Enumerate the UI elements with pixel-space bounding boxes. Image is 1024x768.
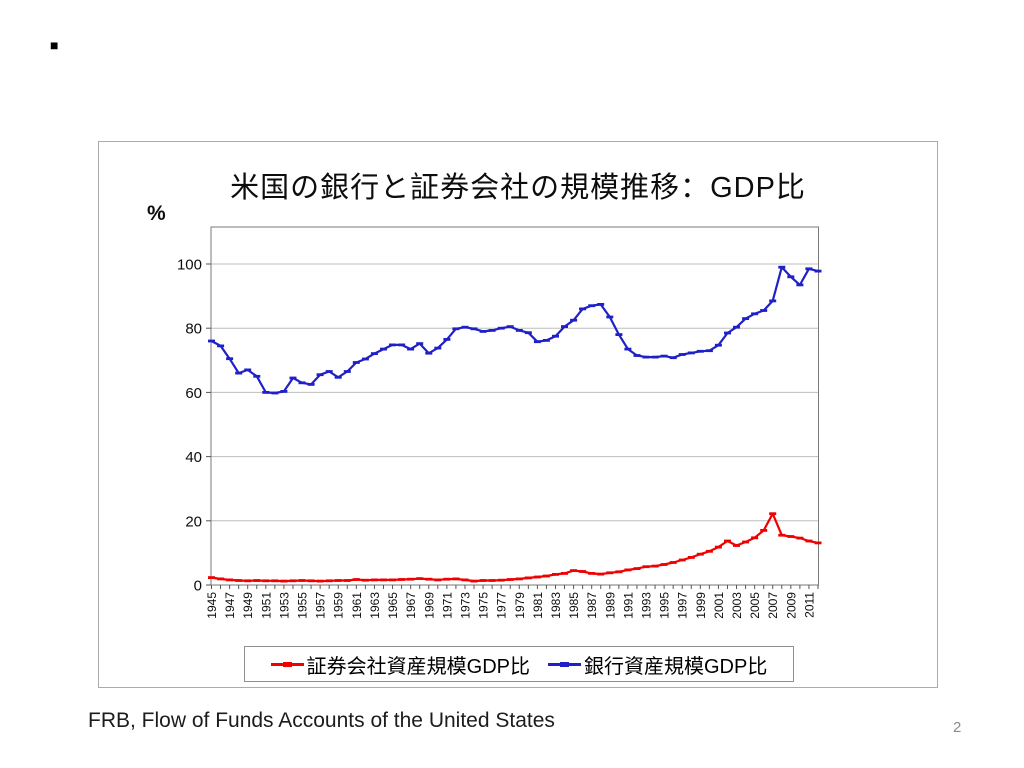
legend-line-sample-securities-icon — [270, 661, 304, 667]
svg-text:1963: 1963 — [368, 592, 382, 619]
chart-panel: 米国の銀行と証券会社の規模推移：GDP比 % 0 20 40 60 80 100 1945 1… — [98, 141, 938, 688]
svg-text:1961: 1961 — [350, 592, 364, 619]
legend-line-sample-banks-icon — [548, 661, 581, 667]
page-number: 2 — [953, 719, 962, 736]
svg-text:0: 0 — [194, 578, 202, 595]
chart-legend: 証券会社資産規模GDP比 銀行資産規模GDP比 — [244, 646, 794, 682]
svg-text:20: 20 — [185, 513, 202, 530]
svg-text:60: 60 — [185, 385, 202, 402]
svg-text:1967: 1967 — [404, 592, 418, 619]
legend-label-securities: 証券会社資産規模GDP比 — [306, 655, 530, 678]
svg-text:2001: 2001 — [712, 592, 726, 619]
svg-text:1987: 1987 — [585, 592, 599, 619]
svg-text:1997: 1997 — [676, 592, 690, 619]
y-axis-labels: 0 20 40 60 80 100 — [177, 257, 211, 595]
bullet-square-icon: ■ — [50, 37, 59, 53]
x-axis-ticks — [211, 585, 819, 589]
svg-text:1993: 1993 — [640, 592, 654, 619]
svg-text:1947: 1947 — [223, 592, 237, 619]
svg-text:100: 100 — [177, 257, 202, 274]
svg-text:1975: 1975 — [477, 592, 491, 619]
legend-item-securities: 証券会社資産規模GDP比 — [270, 650, 530, 679]
svg-text:1983: 1983 — [549, 592, 563, 619]
svg-text:1959: 1959 — [332, 592, 346, 619]
svg-text:1969: 1969 — [422, 592, 436, 619]
legend-label-banks: 銀行資産規模GDP比 — [584, 655, 768, 678]
svg-text:2009: 2009 — [784, 592, 798, 619]
svg-text:2005: 2005 — [748, 592, 762, 619]
x-axis-labels: 1945 1947 1949 1951 1953 1955 1957 1959 1961 1963… — [205, 592, 816, 619]
svg-text:1957: 1957 — [314, 592, 328, 619]
svg-text:1951: 1951 — [259, 592, 273, 619]
svg-text:1989: 1989 — [603, 592, 617, 619]
svg-text:1973: 1973 — [458, 592, 472, 619]
y-axis-unit-label: % — [147, 202, 166, 225]
svg-text:1979: 1979 — [513, 592, 527, 619]
svg-text:2011: 2011 — [802, 592, 816, 618]
svg-text:80: 80 — [185, 321, 202, 338]
plot-frame — [210, 226, 819, 586]
svg-text:2007: 2007 — [766, 592, 780, 619]
series-securities — [208, 512, 822, 583]
legend-item-banks: 銀行資産規模GDP比 — [548, 650, 767, 679]
svg-text:1991: 1991 — [621, 592, 635, 619]
series-banks — [208, 265, 822, 395]
svg-text:1953: 1953 — [277, 592, 291, 619]
line-chart-canvas: 0 20 40 60 80 100 1945 1947 1949 1951 1953 1955 1957… — [177, 226, 822, 619]
svg-text:1949: 1949 — [241, 592, 255, 619]
svg-text:1985: 1985 — [567, 592, 581, 619]
svg-text:1965: 1965 — [386, 592, 400, 619]
svg-text:1977: 1977 — [495, 592, 509, 619]
svg-text:1999: 1999 — [694, 592, 708, 619]
svg-text:40: 40 — [185, 449, 202, 466]
gridlines — [211, 263, 819, 522]
source-caption: FRB, Flow of Funds Accounts of the Unite… — [88, 709, 555, 732]
chart-title: 米国の銀行と証券会社の規模推移：GDP比 — [230, 172, 806, 204]
svg-text:1945: 1945 — [205, 592, 219, 619]
svg-text:1981: 1981 — [531, 592, 545, 619]
svg-text:2003: 2003 — [730, 592, 744, 619]
svg-text:1971: 1971 — [440, 592, 454, 619]
svg-text:1955: 1955 — [296, 592, 310, 619]
svg-text:1995: 1995 — [658, 592, 672, 619]
